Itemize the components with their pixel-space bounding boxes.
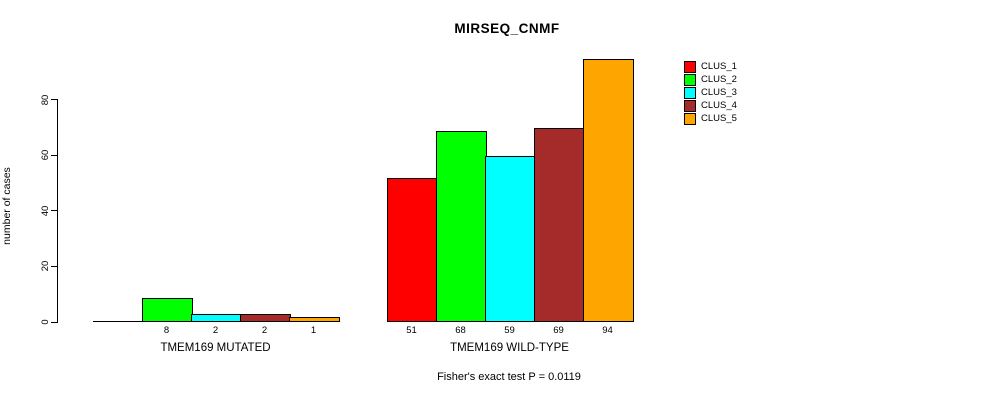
y-axis-label: number of cases [1, 167, 13, 245]
bar-CLUS_3 [485, 156, 536, 322]
bar-value-label: 8 [163, 325, 170, 336]
bar-CLUS_1 [93, 321, 143, 322]
legend-item-CLUS_2: CLUS_2 [684, 73, 737, 86]
x-group-label: TMEM169 WILD-TYPE [450, 342, 569, 354]
y-tick [51, 99, 57, 100]
bar-CLUS_4 [534, 128, 585, 322]
y-axis-line [57, 99, 58, 323]
caption: Fisher's exact test P = 0.0119 [437, 371, 581, 383]
bar-value-label: 1 [310, 325, 317, 336]
bar-value-label: 68 [455, 325, 466, 336]
legend-item-CLUS_4: CLUS_4 [684, 99, 737, 112]
bar-value-label: 59 [504, 325, 515, 336]
bar-CLUS_5 [583, 59, 634, 322]
bar-CLUS_4 [240, 314, 291, 322]
bar-value-label: 69 [553, 325, 564, 336]
legend-swatch [684, 99, 696, 112]
legend-item-CLUS_3: CLUS_3 [684, 86, 737, 99]
legend-label: CLUS_1 [701, 61, 737, 72]
legend-label: CLUS_2 [701, 74, 737, 85]
y-tick-label: 0 [40, 319, 51, 325]
legend-swatch [684, 73, 696, 86]
y-tick-label: 40 [40, 205, 51, 217]
chart-title: MIRSEQ_CNMF [454, 21, 560, 36]
legend-item-CLUS_1: CLUS_1 [684, 60, 737, 73]
legend: CLUS_1 CLUS_2 CLUS_3 CLUS_4 CLUS_5 [684, 60, 737, 125]
legend-swatch [684, 60, 696, 73]
legend-label: CLUS_5 [701, 113, 737, 124]
legend-swatch [684, 86, 696, 99]
bar-CLUS_3 [191, 314, 242, 322]
bar-value-label: 94 [602, 325, 613, 336]
legend-swatch [684, 112, 696, 125]
bar-CLUS_1 [387, 178, 438, 322]
legend-item-CLUS_5: CLUS_5 [684, 112, 737, 125]
y-tick-label: 80 [40, 94, 51, 105]
bar-CLUS_5 [289, 317, 340, 322]
y-tick-label: 20 [40, 261, 51, 272]
legend-label: CLUS_3 [701, 87, 737, 98]
bar-value-label: 2 [212, 325, 219, 336]
y-tick [51, 321, 57, 323]
bar-CLUS_2 [436, 131, 487, 322]
bar-value-label: 51 [406, 325, 417, 336]
y-tick [51, 210, 57, 212]
x-group-label: TMEM169 MUTATED [160, 342, 271, 354]
y-tick [51, 154, 57, 156]
y-tick [51, 265, 57, 267]
legend-label: CLUS_4 [701, 100, 737, 111]
bar-value-label: 2 [261, 325, 268, 336]
y-tick-label: 60 [40, 149, 51, 161]
bar-CLUS_2 [142, 298, 193, 322]
